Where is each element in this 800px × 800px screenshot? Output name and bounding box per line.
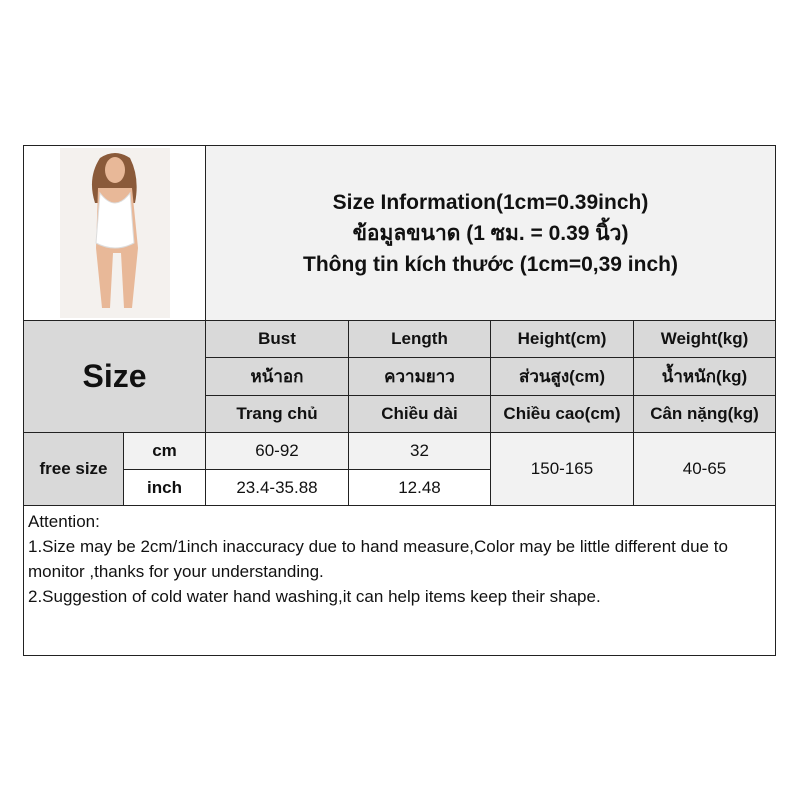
attention-line-1: 1.Size may be 2cm/1inch inaccuracy due t… [28, 537, 728, 581]
header-bust-vi: Trang chủ [205, 395, 349, 433]
header-weight-th: น้ำหนัก(kg) [633, 357, 776, 396]
length-cm: 32 [348, 432, 491, 470]
length-inch: 12.48 [348, 469, 491, 506]
title-thai: ข้อมูลขนาด (1 ซม. = 0.39 นิ้ว) [352, 221, 629, 245]
product-photo-cell [23, 145, 206, 321]
header-height-en: Height(cm) [490, 320, 634, 358]
size-label: Size [23, 320, 206, 433]
attention-line-2: 2.Suggestion of cold water hand washing,… [28, 587, 601, 606]
bust-cm: 60-92 [205, 432, 349, 470]
weight-value: 40-65 [633, 432, 776, 506]
header-height-vi: Chiều cao(cm) [490, 395, 634, 433]
header-bust-th: หน้าอก [205, 357, 349, 396]
title-vietnamese: Thông tin kích thước (1cm=0,39 inch) [303, 252, 678, 276]
header-weight-vi: Cân nặng(kg) [633, 395, 776, 433]
header-length-en: Length [348, 320, 491, 358]
header-length-th: ความยาว [348, 357, 491, 396]
unit-inch: inch [123, 469, 206, 506]
header-height-th: ส่วนสูง(cm) [490, 357, 634, 396]
header-length-vi: Chiều dài [348, 395, 491, 433]
title-english: Size Information(1cm=0.39inch) [332, 190, 649, 214]
row-label-free-size: free size [23, 432, 124, 506]
unit-cm: cm [123, 432, 206, 470]
size-info-title: Size Information(1cm=0.39inch) ข้อมูลขนา… [205, 145, 776, 321]
bust-inch: 23.4-35.88 [205, 469, 349, 506]
header-bust-en: Bust [205, 320, 349, 358]
attention-heading: Attention: [28, 512, 100, 531]
height-value: 150-165 [490, 432, 634, 506]
header-weight-en: Weight(kg) [633, 320, 776, 358]
product-photo [59, 148, 170, 318]
attention-note: Attention: 1.Size may be 2cm/1inch inacc… [23, 505, 776, 656]
